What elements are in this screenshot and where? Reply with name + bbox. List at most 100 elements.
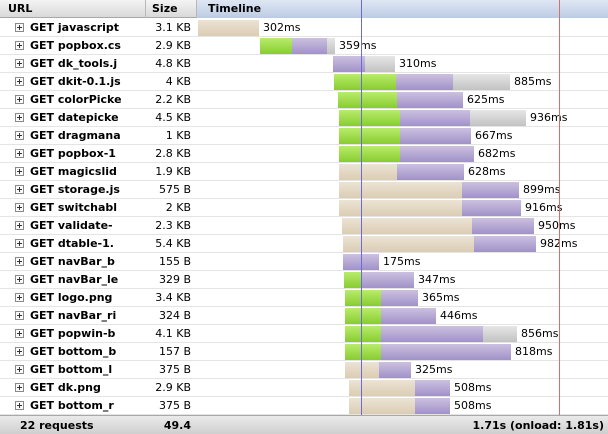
request-duration: 818ms [515, 345, 553, 358]
request-row[interactable]: GET navBar_ri 324 B 446ms [0, 307, 608, 325]
request-row[interactable]: GET dk.png 2.9 KB 508ms [0, 379, 608, 397]
waiting-bar [462, 200, 521, 216]
expand-plus-icon[interactable] [15, 347, 24, 356]
connecting-bar [344, 272, 362, 288]
request-duration: 628ms [468, 165, 506, 178]
request-row[interactable]: GET switchabl 2 KB 916ms [0, 199, 608, 217]
request-row[interactable]: GET popbox-1 2.8 KB 682ms [0, 145, 608, 163]
expand-plus-icon[interactable] [15, 95, 24, 104]
request-url: GET logo.png [30, 291, 113, 304]
waiting-bar [333, 56, 365, 72]
request-row[interactable]: GET dtable-1. 5.4 KB 982ms [0, 235, 608, 253]
expand-plus-icon[interactable] [15, 59, 24, 68]
waiting-bar [381, 290, 418, 306]
request-size: 4 KB [165, 75, 191, 88]
waiting-bar [462, 182, 519, 198]
request-duration: 856ms [521, 327, 559, 340]
timeline-column-header[interactable]: Timeline [197, 0, 608, 18]
request-url: GET javascript [30, 21, 120, 34]
request-row[interactable]: GET colorPicke 2.2 KB 625ms [0, 91, 608, 109]
waiting-bar [400, 128, 471, 144]
request-duration: 175ms [383, 255, 421, 268]
request-duration: 625ms [467, 93, 505, 106]
request-size: 4.1 KB [155, 327, 191, 340]
url-column-header[interactable]: URL [0, 0, 146, 18]
blocking-bar [343, 236, 474, 252]
expand-plus-icon[interactable] [15, 383, 24, 392]
request-size: 375 B [158, 363, 191, 376]
request-row[interactable]: GET dk_tools.j 4.8 KB 310ms [0, 55, 608, 73]
expand-plus-icon[interactable] [15, 185, 24, 194]
request-size: 329 B [158, 273, 191, 286]
waiting-bar [472, 218, 534, 234]
expand-plus-icon[interactable] [15, 239, 24, 248]
request-list: GET javascript 3.1 KB 302ms GET popbox.cs 2.… [0, 19, 608, 415]
request-url: GET switchabl [30, 201, 118, 214]
request-size: 3.4 KB [155, 291, 191, 304]
request-url: GET bottom_l [30, 363, 113, 376]
receiving-bar [453, 74, 510, 90]
request-row[interactable]: GET navBar_le 329 B 347ms [0, 271, 608, 289]
waiting-bar [381, 308, 436, 324]
request-url: GET validate- [30, 219, 113, 232]
load-event-line [559, 0, 560, 415]
expand-plus-icon[interactable] [15, 365, 24, 374]
expand-plus-icon[interactable] [15, 131, 24, 140]
waiting-bar [362, 272, 414, 288]
connecting-bar [339, 128, 400, 144]
expand-plus-icon[interactable] [15, 275, 24, 284]
request-size: 155 B [158, 255, 191, 268]
expand-plus-icon[interactable] [15, 113, 24, 122]
expand-plus-icon[interactable] [15, 401, 24, 410]
request-size: 2.9 KB [155, 39, 191, 52]
request-row[interactable]: GET javascript 3.1 KB 302ms [0, 19, 608, 37]
request-duration: 347ms [418, 273, 456, 286]
request-row[interactable]: GET storage.js 575 B 899ms [0, 181, 608, 199]
request-row[interactable]: GET logo.png 3.4 KB 365ms [0, 289, 608, 307]
expand-plus-icon[interactable] [15, 23, 24, 32]
request-row[interactable]: GET bottom_l 375 B 325ms [0, 361, 608, 379]
request-size: 375 B [158, 399, 191, 412]
request-row[interactable]: GET navBar_b 155 B 175ms [0, 253, 608, 271]
request-row[interactable]: GET datepicke 4.5 KB 936ms [0, 109, 608, 127]
request-size: 324 B [158, 309, 191, 322]
request-size: 3.1 KB [155, 21, 191, 34]
request-url: GET dragmana [30, 129, 121, 142]
expand-plus-icon[interactable] [15, 41, 24, 50]
blocking-bar [342, 218, 472, 234]
request-size: 2.3 KB [155, 219, 191, 232]
request-row[interactable]: GET dragmana 1 KB 667ms [0, 127, 608, 145]
size-column-header[interactable]: Size [146, 0, 197, 18]
request-row[interactable]: GET validate- 2.3 KB 950ms [0, 217, 608, 235]
request-duration: 916ms [525, 201, 563, 214]
request-size: 2 KB [165, 201, 191, 214]
request-url: GET magicslid [30, 165, 117, 178]
request-row[interactable]: GET popbox.cs 2.9 KB 359ms [0, 37, 608, 55]
request-row[interactable]: GET magicslid 1.9 KB 628ms [0, 163, 608, 181]
request-url: GET navBar_b [30, 255, 115, 268]
request-duration: 682ms [478, 147, 516, 160]
request-row[interactable]: GET dkit-0.1.js 4 KB 885ms [0, 73, 608, 91]
request-duration: 310ms [399, 57, 437, 70]
expand-plus-icon[interactable] [15, 257, 24, 266]
request-url: GET popwin-b [30, 327, 116, 340]
blocking-bar [198, 20, 259, 36]
waiting-bar [415, 380, 450, 396]
connecting-bar [345, 344, 381, 360]
request-row[interactable]: GET bottom_b 157 B 818ms [0, 343, 608, 361]
expand-plus-icon[interactable] [15, 311, 24, 320]
expand-plus-icon[interactable] [15, 293, 24, 302]
receiving-bar [470, 110, 526, 126]
request-row[interactable]: GET popwin-b 4.1 KB 856ms [0, 325, 608, 343]
expand-plus-icon[interactable] [15, 221, 24, 230]
request-url: GET popbox.cs [30, 39, 121, 52]
expand-plus-icon[interactable] [15, 203, 24, 212]
expand-plus-icon[interactable] [15, 329, 24, 338]
expand-plus-icon[interactable] [15, 77, 24, 86]
request-duration: 936ms [530, 111, 568, 124]
expand-plus-icon[interactable] [15, 149, 24, 158]
expand-plus-icon[interactable] [15, 167, 24, 176]
request-row[interactable]: GET bottom_r 375 B 508ms [0, 397, 608, 415]
request-duration: 885ms [514, 75, 552, 88]
request-url: GET popbox-1 [30, 147, 116, 160]
